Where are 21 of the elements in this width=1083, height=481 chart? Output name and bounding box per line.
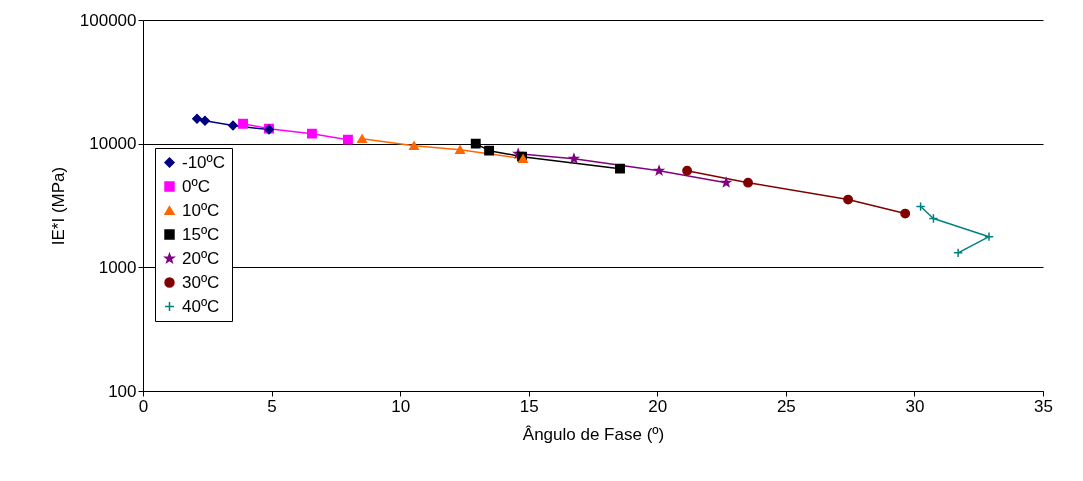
- x-tick-label: 30: [905, 396, 925, 416]
- x-tick-label: 10: [391, 396, 411, 416]
- legend-label: -10ºC: [182, 152, 226, 172]
- x-tick-label: 25: [776, 396, 796, 416]
- x-tick-label: 20: [648, 396, 668, 416]
- legend-label: 0ºC: [182, 176, 210, 196]
- legend-label: 20ºC: [182, 248, 220, 268]
- y-tick-label: 100: [108, 381, 137, 401]
- x-tick-label: 5: [267, 396, 277, 416]
- x-tick-label: 15: [519, 396, 539, 416]
- y-tick-label: 10000: [89, 134, 137, 154]
- legend-label: 40ºC: [182, 296, 220, 316]
- legend-label: 10ºC: [182, 200, 220, 220]
- x-axis-title: Ângulo de Fase (º): [522, 424, 665, 444]
- y-tick-label: 1000: [98, 257, 137, 277]
- y-axis-title: IE*I (MPa): [48, 166, 68, 246]
- x-tick-label: 35: [1034, 396, 1053, 416]
- y-tick-label: 100000: [79, 10, 137, 30]
- x-tick-label: 0: [138, 396, 149, 416]
- legend-label: 30ºC: [182, 272, 220, 292]
- legend-label: 15ºC: [182, 224, 220, 244]
